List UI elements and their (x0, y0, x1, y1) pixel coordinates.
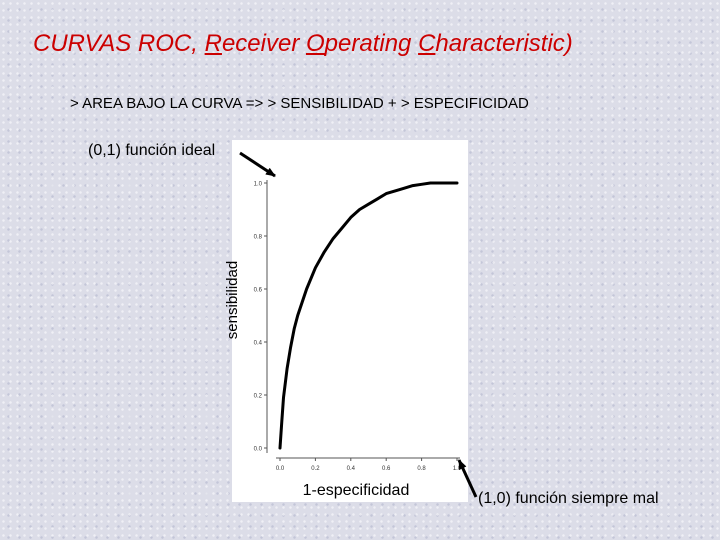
title-part: O (306, 30, 325, 57)
annotation-ideal: (0,1) función ideal (88, 142, 216, 159)
x-tick-label: 0.4 (347, 466, 356, 472)
title-part: C (418, 30, 436, 57)
arrow-ideal (239, 151, 276, 178)
slide-title: CURVAS ROC, Receiver Operating Character… (33, 30, 573, 58)
title-part: eceiver (221, 30, 306, 57)
y-tick-label: 0.2 (254, 394, 263, 400)
y-tick-label: 0.6 (254, 288, 263, 294)
slide-subtitle: > AREA BAJO LA CURVA => > SENSIBILIDAD +… (70, 95, 529, 112)
y-tick-label: 0.0 (254, 447, 263, 453)
x-tick-label: 0.8 (417, 466, 426, 472)
title-part: perating (324, 30, 419, 57)
x-tick-label: 0.0 (276, 466, 285, 472)
x-tick-label: 0.6 (382, 466, 391, 472)
x-tick-label: 1.0 (453, 466, 462, 472)
title-part: haracteristic) (435, 30, 573, 57)
title-part: CURVAS ROC, (33, 30, 205, 57)
y-tick-label: 1.0 (254, 182, 263, 188)
y-tick-label: 0.8 (254, 235, 263, 241)
roc-curve (278, 181, 459, 450)
annotation-always-wrong: (1,0) función siempre mal (478, 490, 659, 507)
chart-panel (232, 140, 468, 502)
x-axis-label: 1-especificidad (302, 482, 410, 499)
title-part: R (204, 30, 222, 57)
arrow-always-wrong (457, 459, 478, 498)
y-tick-label: 0.4 (254, 341, 263, 347)
x-tick-label: 0.2 (311, 466, 320, 472)
